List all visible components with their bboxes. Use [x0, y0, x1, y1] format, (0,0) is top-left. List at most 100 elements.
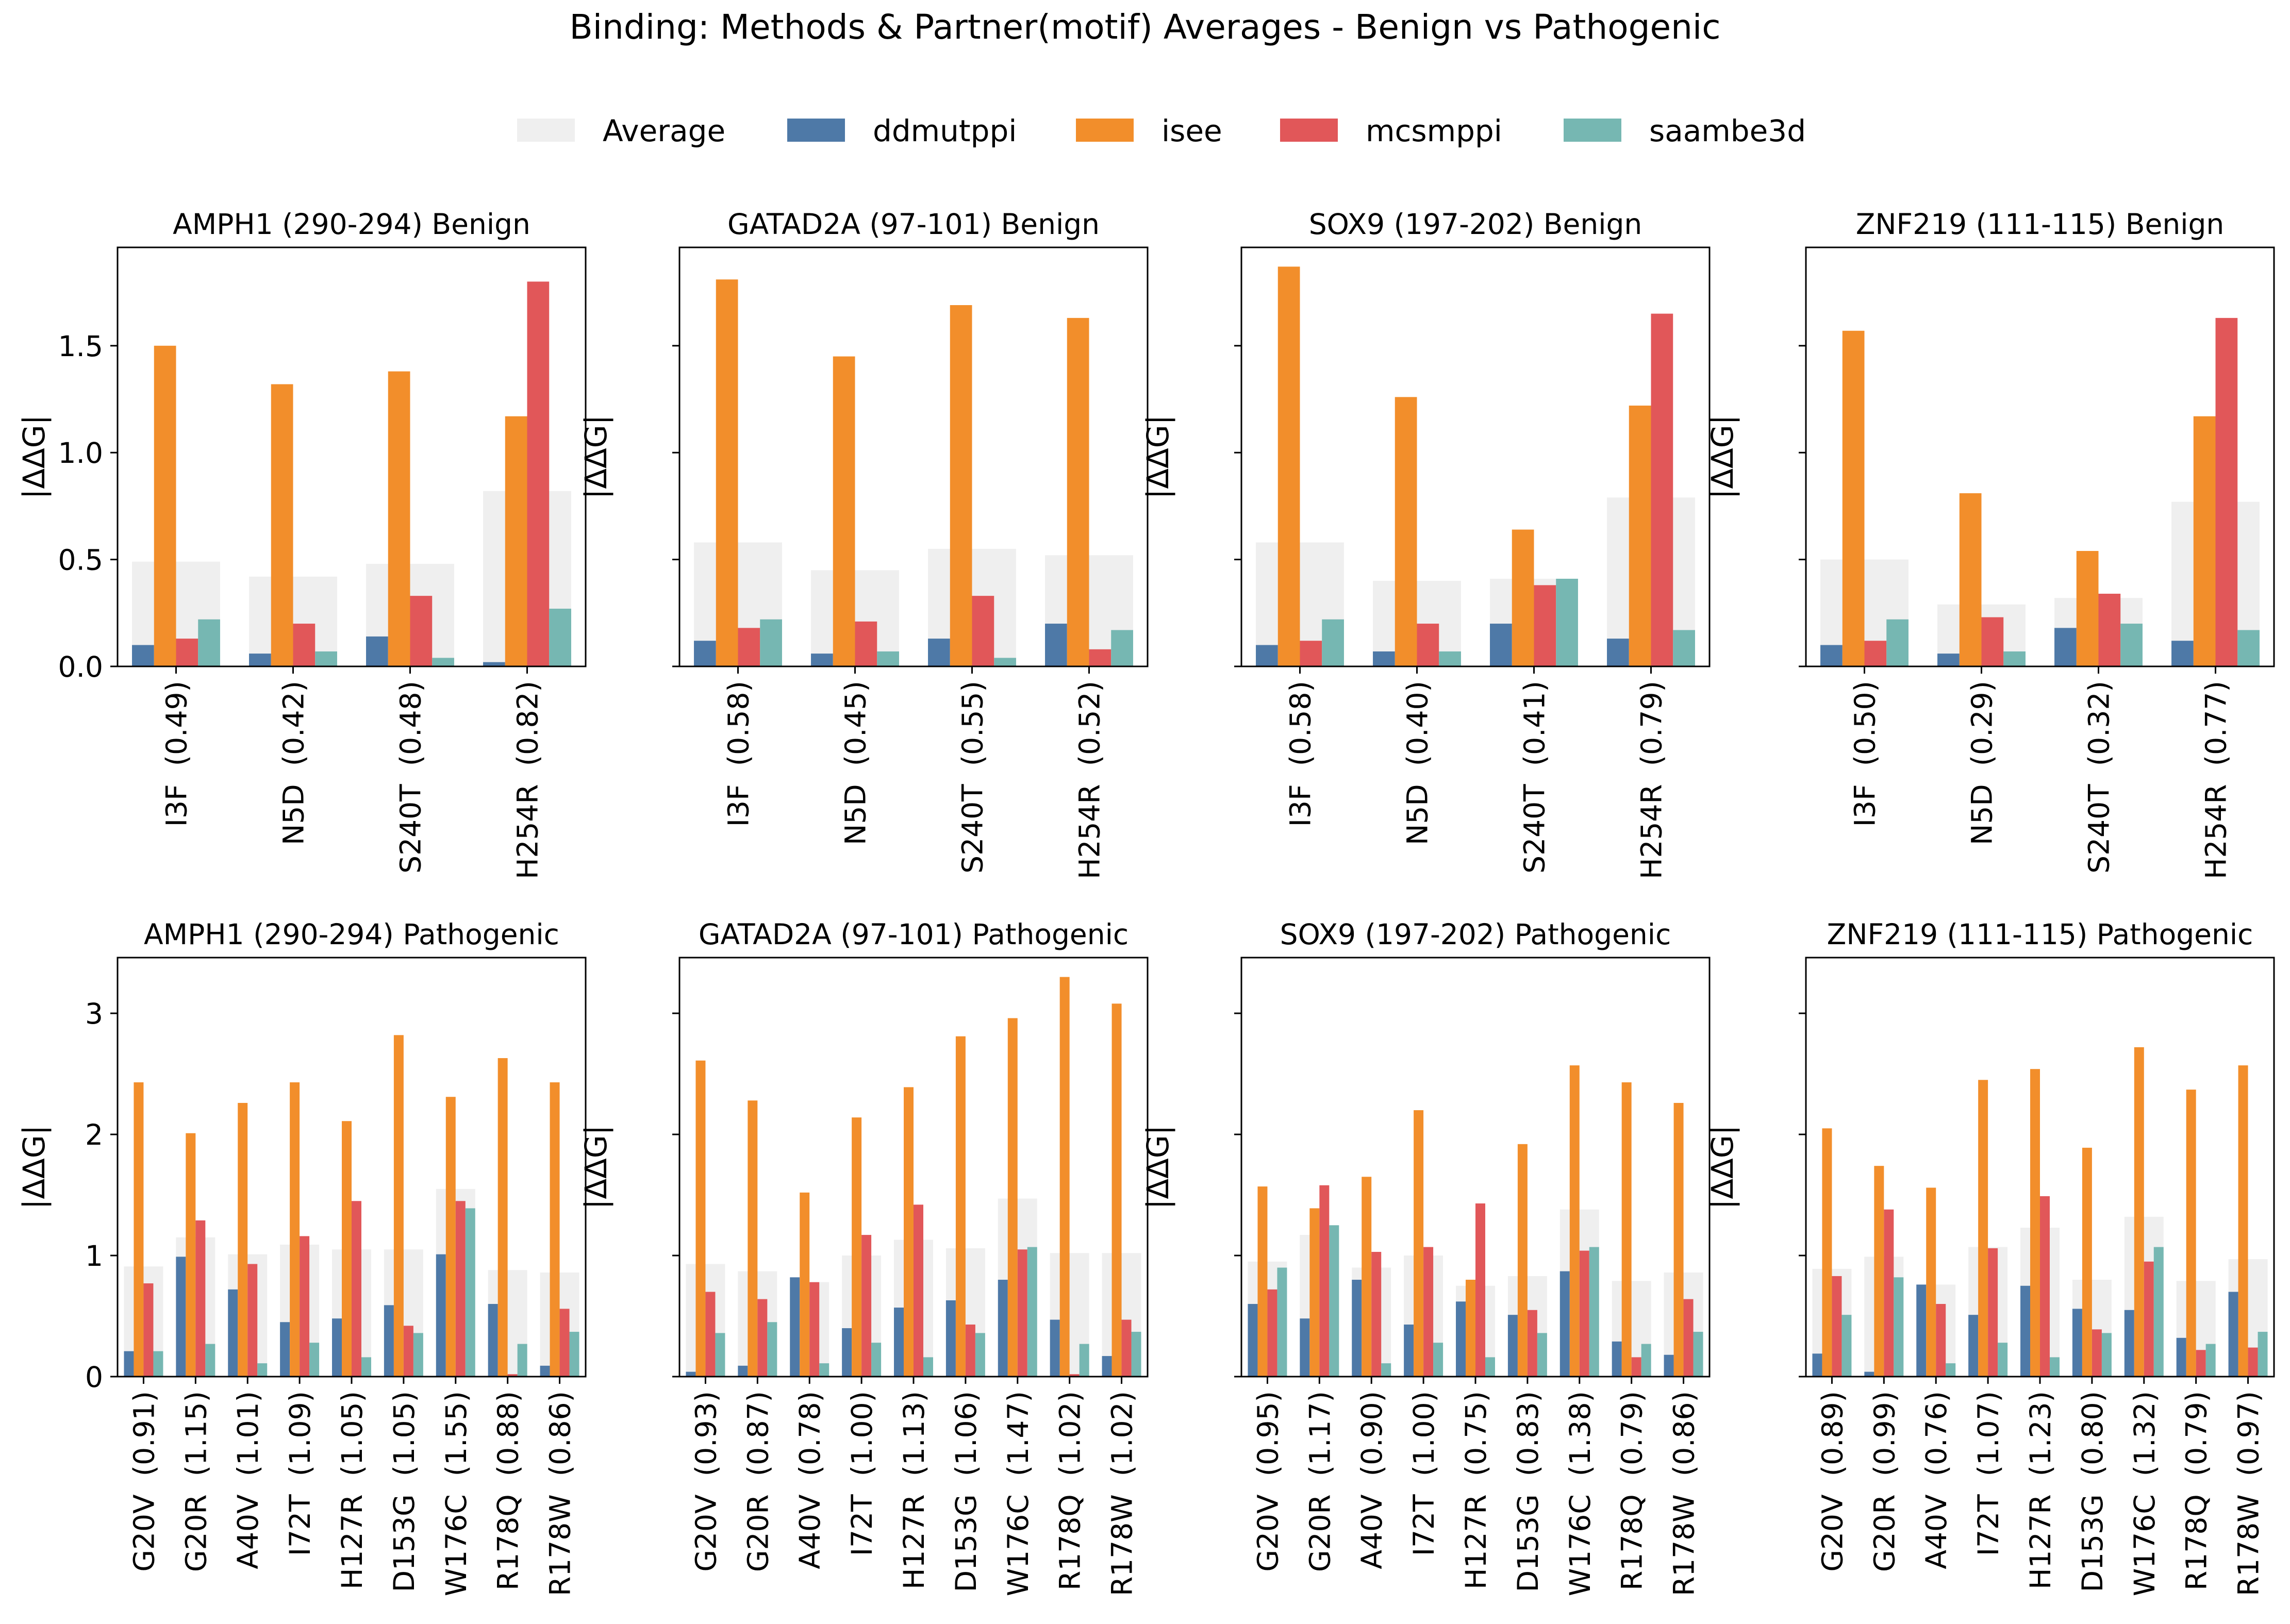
bar-mcsmppi: [1936, 1304, 1946, 1377]
bar-ddmutppi: [738, 1365, 748, 1377]
y-ticks: [1799, 345, 1806, 667]
subplot-grid: AMPH1 (290-294) Benign |ΔΔG| 0.0 0.5 1.0 1.5 I…: [16, 208, 2275, 1596]
bar-mcsmppi: [1683, 1299, 1694, 1377]
bar-mcsmppi: [2040, 1196, 2050, 1377]
bar-ddmutppi: [488, 1304, 498, 1377]
x-tick-label: H127R (1.05): [336, 1391, 369, 1589]
bar-saambe3d: [2120, 624, 2143, 666]
bar-isee: [342, 1121, 352, 1377]
bar-mcsmppi: [2196, 1350, 2206, 1377]
x-tick-label: R178Q (1.02): [1054, 1391, 1087, 1590]
bar-mcsmppi: [757, 1299, 768, 1377]
bar-ddmutppi: [1559, 1271, 1570, 1377]
bar-isee: [1277, 266, 1300, 666]
bar-ddmutppi: [1968, 1315, 1979, 1377]
y-axis-label: |ΔΔG|: [16, 415, 52, 499]
bar-isee: [1959, 493, 1982, 666]
bar-ddmutppi: [1820, 645, 1843, 666]
y-axis-label: |ΔΔG|: [578, 415, 613, 499]
bar-saambe3d: [257, 1363, 268, 1377]
bar-isee: [271, 384, 293, 666]
bar-isee: [1874, 1166, 1884, 1377]
bar-saambe3d: [2049, 1357, 2060, 1377]
bar-isee: [505, 416, 527, 666]
subplot-title: ZNF219 (111-115) Benign: [1856, 208, 2225, 241]
subplot-title: GATAD2A (97-101) Pathogenic: [699, 918, 1129, 951]
x-ticks: I3F (0.58) N5D (0.45) S240T (0.55) H254R (0…: [722, 666, 1106, 879]
bar-isee: [1059, 977, 1070, 1377]
bar-ddmutppi: [124, 1351, 134, 1377]
subplot-7: SOX9 (197-202) Pathogenic |ΔΔG| G20V (0.95…: [1140, 918, 1711, 1596]
legend: Average ddmutppi isee mcsmppi saambe3d: [517, 113, 1806, 148]
x-tick-label: D153G (1.06): [950, 1391, 983, 1592]
bar-mcsmppi: [738, 628, 760, 666]
bars: [686, 977, 1141, 1377]
bar-isee: [154, 345, 176, 666]
subplot-title: ZNF219 (111-115) Pathogenic: [1827, 918, 2253, 951]
x-tick-label: H127R (1.23): [2024, 1391, 2057, 1589]
legend-label: saambe3d: [1649, 113, 1806, 148]
bar-saambe3d: [2205, 1344, 2216, 1377]
bar-isee: [800, 1192, 810, 1377]
bar-ddmutppi: [1456, 1301, 1466, 1377]
bar-mcsmppi: [1631, 1357, 1641, 1377]
x-tick-label: I72T (1.07): [1972, 1391, 2005, 1556]
bar-isee: [748, 1100, 758, 1377]
x-tick-label: W176C (1.55): [440, 1391, 473, 1596]
x-tick-label: S240T (0.41): [1518, 681, 1551, 874]
bar-mcsmppi: [2248, 1347, 2258, 1377]
bar-ddmutppi: [2228, 1292, 2238, 1377]
bar-ddmutppi: [1300, 1318, 1310, 1377]
bar-saambe3d: [2101, 1333, 2112, 1377]
bar-isee: [904, 1087, 914, 1377]
bar-isee: [955, 1036, 966, 1377]
bar-ddmutppi: [945, 1300, 956, 1377]
bar-ddmutppi: [1248, 1304, 1258, 1377]
bar-mcsmppi: [861, 1235, 872, 1377]
x-tick-label: D153G (0.83): [1512, 1391, 1545, 1592]
bar-mcsmppi: [1981, 617, 2004, 666]
legend-label: Average: [603, 113, 725, 148]
bar-saambe3d: [569, 1332, 579, 1377]
subplot-title: AMPH1 (290-294) Pathogenic: [144, 918, 559, 951]
bar-isee: [716, 279, 738, 666]
bar-saambe3d: [1329, 1225, 1339, 1377]
bar-isee: [2134, 1047, 2144, 1377]
y-ticks: [672, 1012, 679, 1378]
bar-saambe3d: [1381, 1363, 1391, 1377]
y-axis-label: |ΔΔG|: [16, 1125, 52, 1209]
bar-saambe3d: [2237, 630, 2260, 666]
x-ticks: G20V (0.95) G20R (1.17) A40V (0.90) I72T (1…: [1251, 1377, 1701, 1596]
legend-label: ddmutppi: [873, 113, 1017, 148]
bar-ddmutppi: [2054, 628, 2077, 666]
bar-saambe3d: [2258, 1332, 2268, 1377]
bar-saambe3d: [1485, 1357, 1495, 1377]
bar-isee: [1257, 1186, 1268, 1377]
x-ticks: G20V (0.91) G20R (1.15) A40V (1.01) I72T (1…: [127, 1377, 577, 1596]
bar-mcsmppi: [1475, 1203, 1485, 1377]
bars: [694, 279, 1133, 666]
bar-saambe3d: [517, 1344, 527, 1377]
x-tick-label: N5D (0.40): [1401, 681, 1434, 845]
bar-saambe3d: [205, 1344, 215, 1377]
subplot-title: SOX9 (197-202) Pathogenic: [1280, 918, 1671, 951]
x-tick-label: R178Q (0.79): [2180, 1391, 2213, 1590]
y-tick-label: 3: [85, 997, 103, 1030]
y-ticks: 0.0 0.5 1.0 1.5: [58, 330, 118, 683]
bars: [132, 281, 571, 666]
y-tick-label: 1.5: [58, 330, 103, 363]
subplot-3: SOX9 (197-202) Benign |ΔΔG| I3F (0.58) N5D …: [1140, 208, 1711, 879]
bar-mcsmppi: [1267, 1289, 1277, 1377]
x-tick-label: H254R (0.82): [511, 681, 544, 879]
bar-saambe3d: [1322, 619, 1344, 666]
bar-ddmutppi: [176, 1257, 186, 1377]
bar-mcsmppi: [2092, 1329, 2102, 1377]
x-tick-label: G20V (0.89): [1816, 1391, 1849, 1572]
bar-ddmutppi: [540, 1365, 550, 1377]
axes-frame: [117, 246, 587, 667]
y-ticks: [672, 345, 679, 667]
bar-saambe3d: [1841, 1315, 1852, 1377]
bar-saambe3d: [361, 1357, 371, 1377]
